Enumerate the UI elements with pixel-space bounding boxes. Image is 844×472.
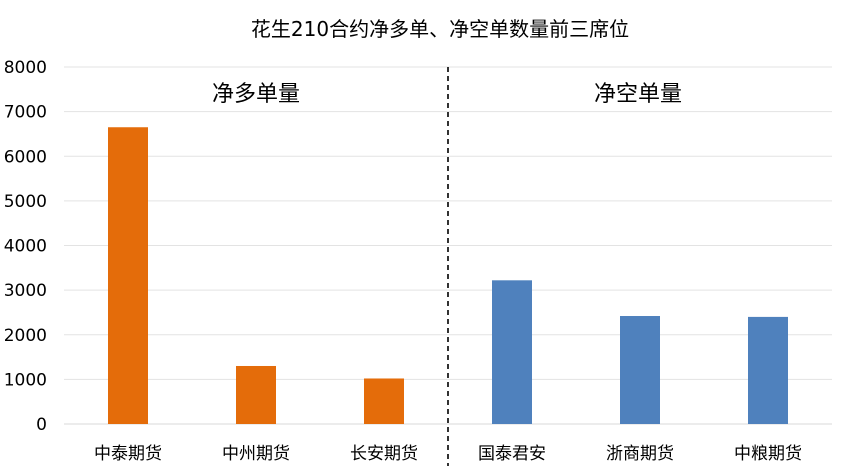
y-tick-label: 1000 bbox=[4, 370, 47, 390]
y-tick-label: 6000 bbox=[4, 147, 47, 167]
x-tick-label: 浙商期货 bbox=[606, 444, 674, 464]
x-axis-labels: 中泰期货 中州期货 长安期货 国泰君安 浙商期货 中粮期货 bbox=[94, 444, 802, 464]
y-tick-label: 2000 bbox=[4, 326, 47, 346]
y-tick-label: 0 bbox=[36, 415, 47, 435]
gridlines bbox=[64, 66, 832, 425]
bar-5 bbox=[620, 316, 660, 424]
section-label-net-short: 净空单量 bbox=[594, 82, 682, 107]
x-tick-label: 中泰期货 bbox=[94, 444, 162, 464]
bar-2 bbox=[236, 365, 276, 424]
y-tick-label: 4000 bbox=[4, 237, 47, 257]
y-tick-label: 8000 bbox=[4, 58, 47, 78]
bar-6 bbox=[748, 316, 788, 424]
bars bbox=[108, 127, 788, 425]
chart-title: 花生210合约净多单、净空单数量前三席位 bbox=[251, 17, 629, 41]
x-tick-label: 长安期货 bbox=[350, 444, 418, 464]
bar-3 bbox=[364, 378, 404, 424]
y-axis-ticks: 0 1000 2000 3000 4000 5000 6000 7000 8000 bbox=[4, 58, 47, 435]
x-tick-label: 中粮期货 bbox=[734, 444, 802, 464]
y-tick-label: 7000 bbox=[4, 103, 47, 123]
x-tick-label: 中州期货 bbox=[222, 444, 290, 464]
y-tick-label: 5000 bbox=[4, 192, 47, 212]
bar-1 bbox=[108, 127, 148, 425]
x-tick-label: 国泰君安 bbox=[478, 444, 546, 464]
y-tick-label: 3000 bbox=[4, 281, 47, 301]
section-label-net-long: 净多单量 bbox=[212, 82, 300, 107]
bar-4 bbox=[492, 280, 532, 424]
